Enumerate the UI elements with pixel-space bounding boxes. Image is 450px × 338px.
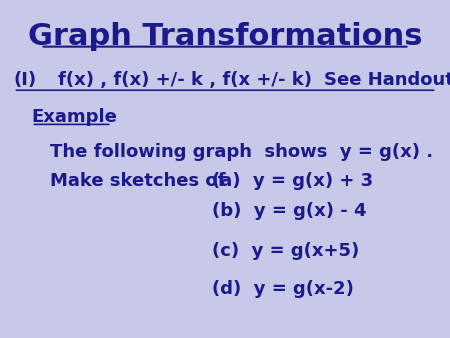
Text: Graph Transformations: Graph Transformations <box>28 22 422 51</box>
Text: Make sketches of: Make sketches of <box>50 172 225 190</box>
Text: The following graph  shows  y = g(x) .: The following graph shows y = g(x) . <box>50 143 432 161</box>
Text: (d)  y = g(x-2): (d) y = g(x-2) <box>212 280 353 298</box>
Text: See Handout: See Handout <box>324 71 450 89</box>
Text: (c)  y = g(x+5): (c) y = g(x+5) <box>212 242 359 260</box>
Text: (a)  y = g(x) + 3: (a) y = g(x) + 3 <box>212 172 373 190</box>
Text: Example: Example <box>32 108 117 126</box>
Text: (b)  y = g(x) - 4: (b) y = g(x) - 4 <box>212 202 366 220</box>
Text: (I): (I) <box>14 71 36 89</box>
Text: f(x) , f(x) +/- k , f(x +/- k): f(x) , f(x) +/- k , f(x +/- k) <box>58 71 312 89</box>
